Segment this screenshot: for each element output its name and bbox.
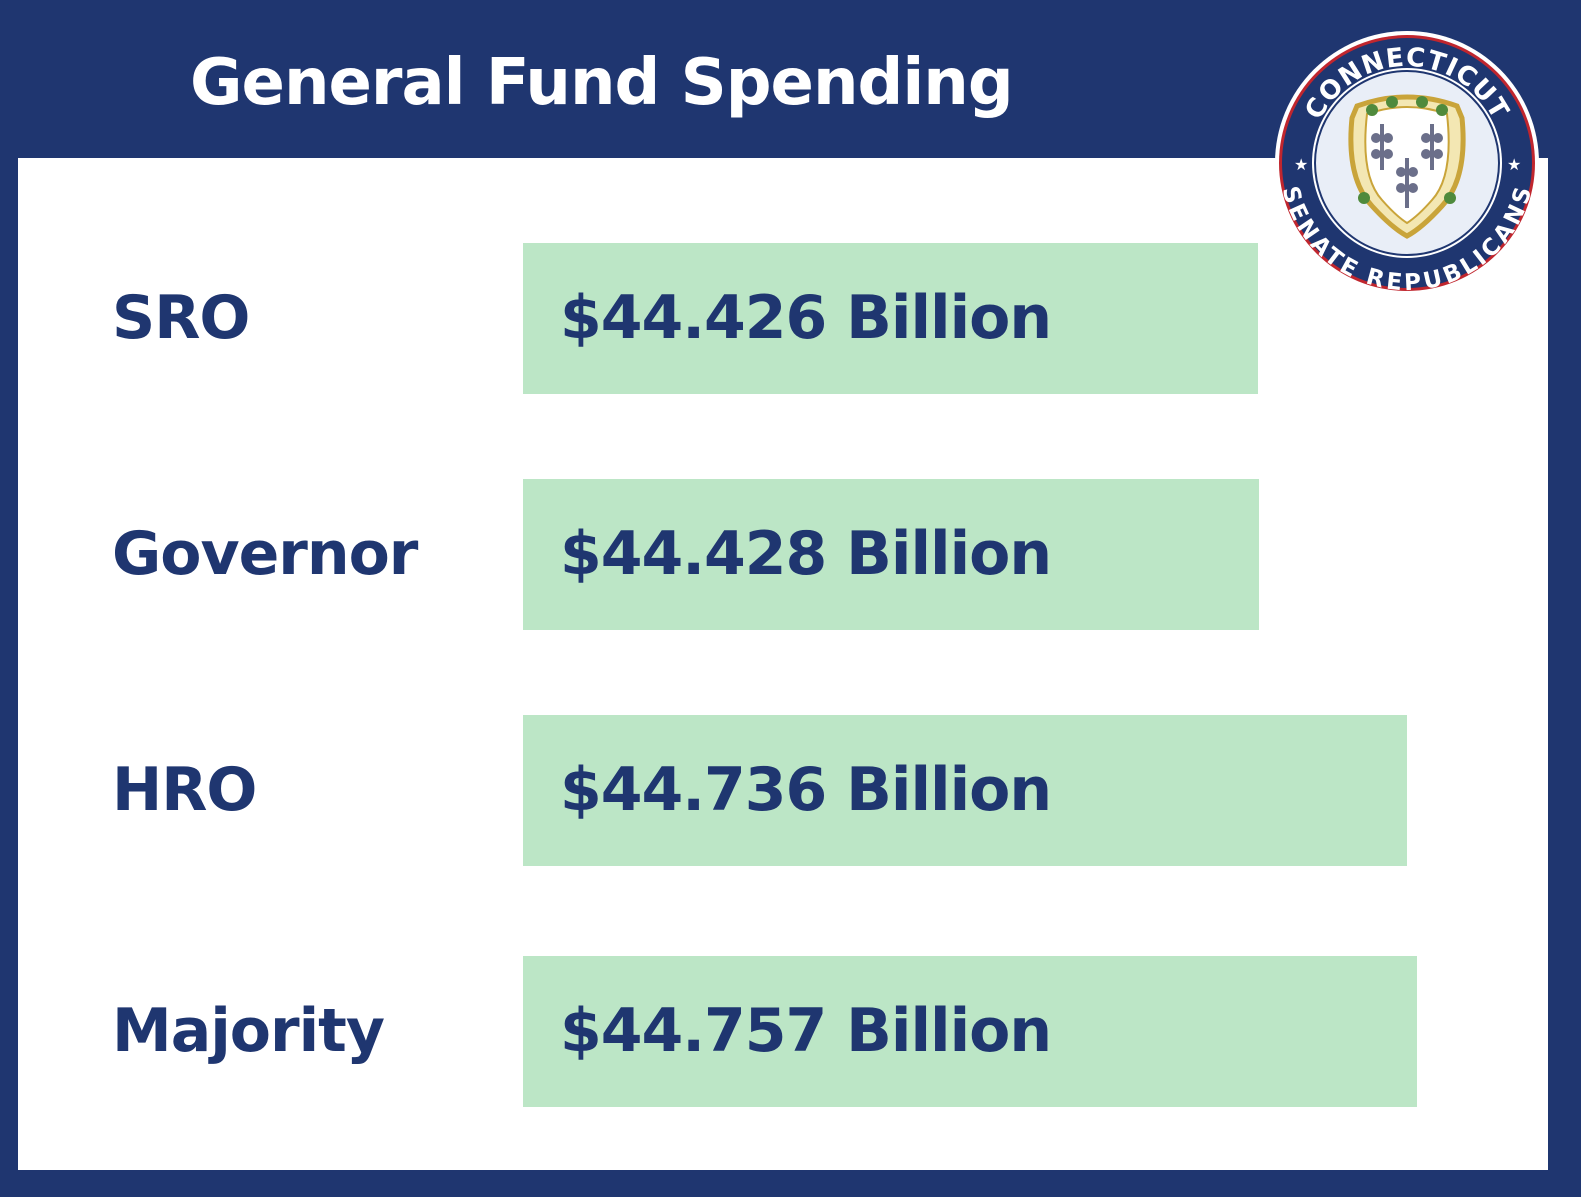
category-label: Governor xyxy=(112,519,418,589)
value-label: $44.736 Billion xyxy=(560,755,1052,825)
connecticut-senate-republicans-seal-logo: CONNECTICUT SENATE REPUBLICANS ★ ★ xyxy=(1275,31,1539,296)
bar xyxy=(523,243,1258,394)
value-label: $44.428 Billion xyxy=(560,519,1052,589)
star-icon: ★ xyxy=(1294,155,1308,174)
bar xyxy=(523,479,1259,630)
shield-icon xyxy=(1348,94,1466,239)
grapevine-icon xyxy=(1371,124,1443,208)
category-label: HRO xyxy=(112,755,257,825)
category-label: SRO xyxy=(112,283,250,353)
category-label: Majority xyxy=(112,996,385,1066)
value-label: $44.426 Billion xyxy=(560,283,1052,353)
star-icon: ★ xyxy=(1507,155,1521,174)
value-label: $44.757 Billion xyxy=(560,996,1052,1066)
bar xyxy=(523,956,1417,1107)
chart-title: General Fund Spending xyxy=(190,46,1014,120)
bar xyxy=(523,715,1407,866)
